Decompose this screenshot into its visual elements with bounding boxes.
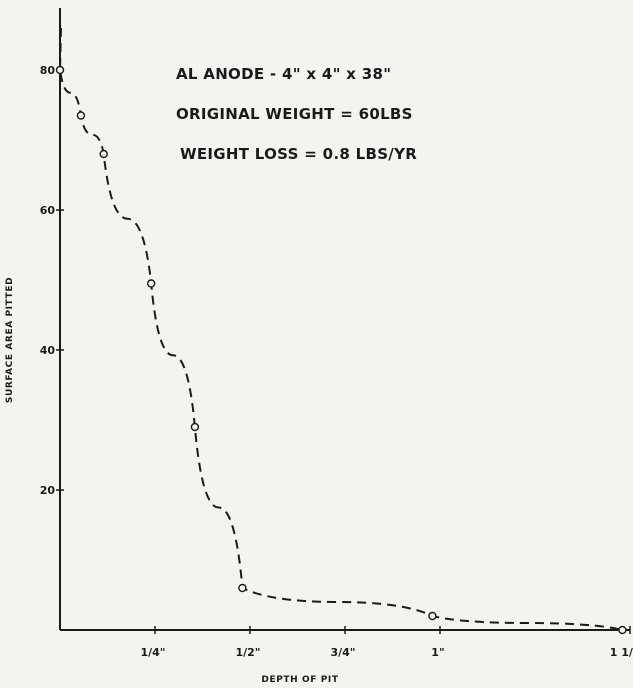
y-axis-label: SURFACE AREA PITTED	[5, 277, 15, 403]
data-point	[618, 625, 627, 635]
x-tick-label: 1"	[431, 646, 444, 659]
series	[55, 27, 627, 635]
annotations: AL ANODE - 4" x 4" x 38" ORIGINAL WEIGHT…	[176, 65, 417, 163]
x-axis-label: DEPTH OF PIT	[261, 675, 338, 685]
data-point	[76, 111, 86, 120]
ticks: 20 40 60 80 1/4" 1/2" 3/4" 1" 1 1/2"	[40, 64, 633, 659]
axes	[59, 8, 630, 631]
x-tick-label: 1 1/2"	[610, 646, 633, 659]
y-tick-label: 60	[40, 204, 56, 217]
data-point	[190, 422, 200, 432]
data-point	[55, 65, 65, 75]
y-tick-label: 20	[40, 484, 56, 497]
annotation-original-weight: ORIGINAL WEIGHT = 60LBS	[176, 105, 413, 123]
data-point	[146, 279, 156, 288]
series-line	[58, 27, 623, 631]
data-point	[238, 583, 247, 593]
data-point	[428, 611, 437, 621]
y-tick-label: 80	[40, 64, 56, 77]
y-tick-label: 40	[40, 344, 56, 357]
x-tick-label: 3/4"	[330, 646, 355, 659]
data-point	[99, 149, 108, 159]
annotation-weight-loss: WEIGHT LOSS = 0.8 LBS/YR	[180, 145, 417, 163]
annotation-anode: AL ANODE - 4" x 4" x 38"	[176, 65, 391, 83]
x-tick-label: 1/2"	[235, 646, 260, 659]
x-tick-label: 1/4"	[140, 646, 165, 659]
